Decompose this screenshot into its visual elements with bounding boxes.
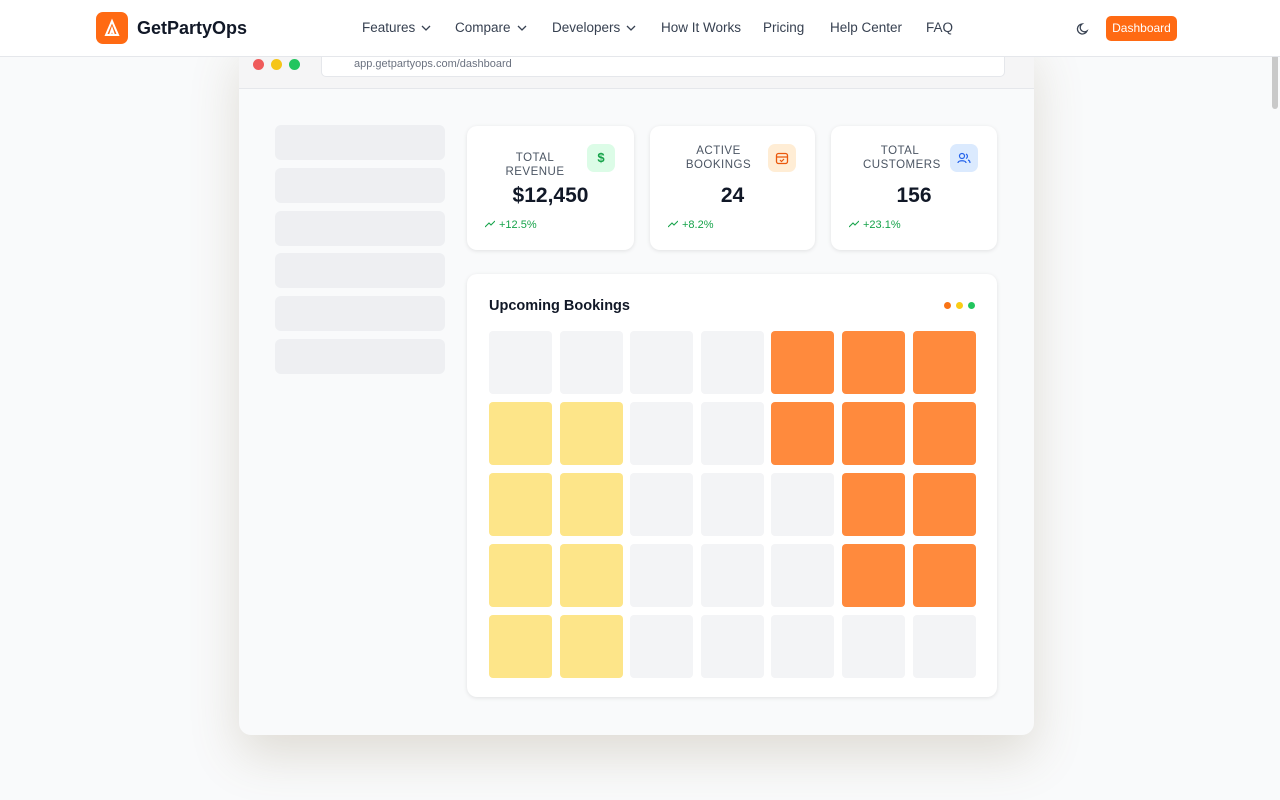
nav-link[interactable]: Features [362, 20, 431, 35]
booking-cell[interactable] [912, 615, 976, 678]
stat-card: ACTIVE BOOKINGS 24 +8.2% [650, 126, 815, 250]
nav-link[interactable]: Compare [455, 20, 527, 35]
sidebar-skeleton [275, 296, 445, 332]
dot [944, 302, 951, 309]
stat-icon: $ [587, 144, 615, 172]
booking-cell[interactable] [489, 473, 552, 536]
bookings-panel: Upcoming Bookings [467, 274, 997, 697]
stat-value: 156 [896, 184, 932, 207]
stat-change: +23.1% [848, 219, 901, 231]
nav-link[interactable]: How It Works [661, 20, 742, 35]
change-text: +12.5% [499, 219, 537, 231]
dot [271, 59, 282, 70]
booking-cell[interactable] [630, 544, 694, 607]
booking-cell[interactable] [630, 402, 694, 465]
booking-cell[interactable] [912, 402, 976, 465]
booking-cell[interactable] [842, 331, 905, 394]
booking-cell[interactable] [559, 402, 623, 465]
booking-cell[interactable] [771, 473, 835, 536]
booking-cell[interactable] [700, 402, 764, 465]
trend-icon [848, 220, 860, 228]
icon [775, 152, 789, 165]
url: app.getpartyops.com/dashboard [354, 58, 512, 70]
stat-card: TOTAL CUSTOMERS 156 +23.1% [831, 126, 997, 250]
dot [956, 302, 963, 309]
sidebar-skeleton [275, 253, 445, 289]
trend-icon [667, 220, 679, 228]
dot [289, 59, 300, 70]
booking-cell[interactable] [842, 402, 905, 465]
sidebar-skeleton [275, 125, 445, 160]
dot [968, 302, 975, 309]
booking-cell[interactable] [700, 331, 764, 394]
booking-cell[interactable] [489, 544, 552, 607]
chevron [626, 25, 636, 31]
stat-label: TOTAL CUSTOMERS [863, 145, 941, 171]
icon [957, 152, 971, 164]
nav-link[interactable]: Pricing [763, 20, 805, 35]
nav-link[interactable]: Developers [552, 20, 636, 35]
stat-change: +8.2% [667, 219, 714, 231]
booking-cell[interactable] [559, 473, 623, 536]
booking-cell[interactable] [842, 615, 905, 678]
browser-window: app.getpartyops.com/dashboard TOTAL REVE… [239, 40, 1034, 735]
booking-cell[interactable] [842, 473, 905, 536]
booking-cell[interactable] [630, 331, 694, 394]
panel-title: Upcoming Bookings [489, 298, 630, 314]
chevron [421, 25, 431, 31]
dashboard-button[interactable]: Dashboard [1106, 16, 1177, 41]
booking-cell[interactable] [912, 331, 976, 394]
stat-label: TOTAL REVENUE [505, 152, 565, 178]
booking-cell[interactable] [489, 615, 552, 678]
stat-change: +12.5% [484, 219, 537, 231]
stat-value: 24 [720, 184, 745, 207]
sidebar-skeleton [275, 167, 445, 203]
booking-cell[interactable] [489, 402, 552, 465]
stat-label: ACTIVE BOOKINGS [685, 145, 752, 171]
booking-cell[interactable] [912, 544, 976, 607]
chevron [517, 25, 526, 31]
booking-cell[interactable] [559, 615, 623, 678]
booking-cell[interactable] [489, 331, 552, 394]
booking-cell[interactable] [630, 473, 694, 536]
booking-cell[interactable] [559, 331, 623, 394]
booking-cell[interactable] [700, 615, 764, 678]
stat-icon [950, 144, 978, 172]
header: GetPartyOps Features Compare Developers How… [0, 0, 1280, 57]
booking-cell[interactable] [700, 544, 764, 607]
booking-cell[interactable] [771, 331, 835, 394]
nav-link[interactable]: Help Center [830, 20, 903, 35]
logo-icon [104, 18, 120, 36]
brand[interactable]: GetPartyOps [137, 18, 248, 38]
trend-icon [484, 220, 496, 228]
stat-icon [768, 144, 796, 172]
stat-card: TOTAL REVENUE $ $12,450 +12.5% [467, 126, 634, 250]
dot [253, 59, 264, 70]
nav-link[interactable]: FAQ [926, 20, 954, 35]
sidebar-skeleton [275, 210, 445, 246]
booking-cell[interactable] [630, 615, 694, 678]
logo[interactable] [96, 12, 128, 44]
stat-value: $12,450 [512, 184, 589, 207]
theme-toggle[interactable] [1075, 21, 1091, 37]
booking-cell[interactable] [559, 544, 623, 607]
booking-cell[interactable] [912, 473, 976, 536]
sidebar-skeleton [275, 339, 445, 374]
booking-cell[interactable] [771, 615, 835, 678]
booking-cell[interactable] [700, 473, 764, 536]
scrollbar [1272, 45, 1278, 109]
booking-cell[interactable] [842, 544, 905, 607]
booking-cell[interactable] [771, 544, 835, 607]
change-text: +23.1% [863, 219, 901, 231]
booking-cell[interactable] [771, 402, 835, 465]
change-text: +8.2% [682, 219, 714, 231]
